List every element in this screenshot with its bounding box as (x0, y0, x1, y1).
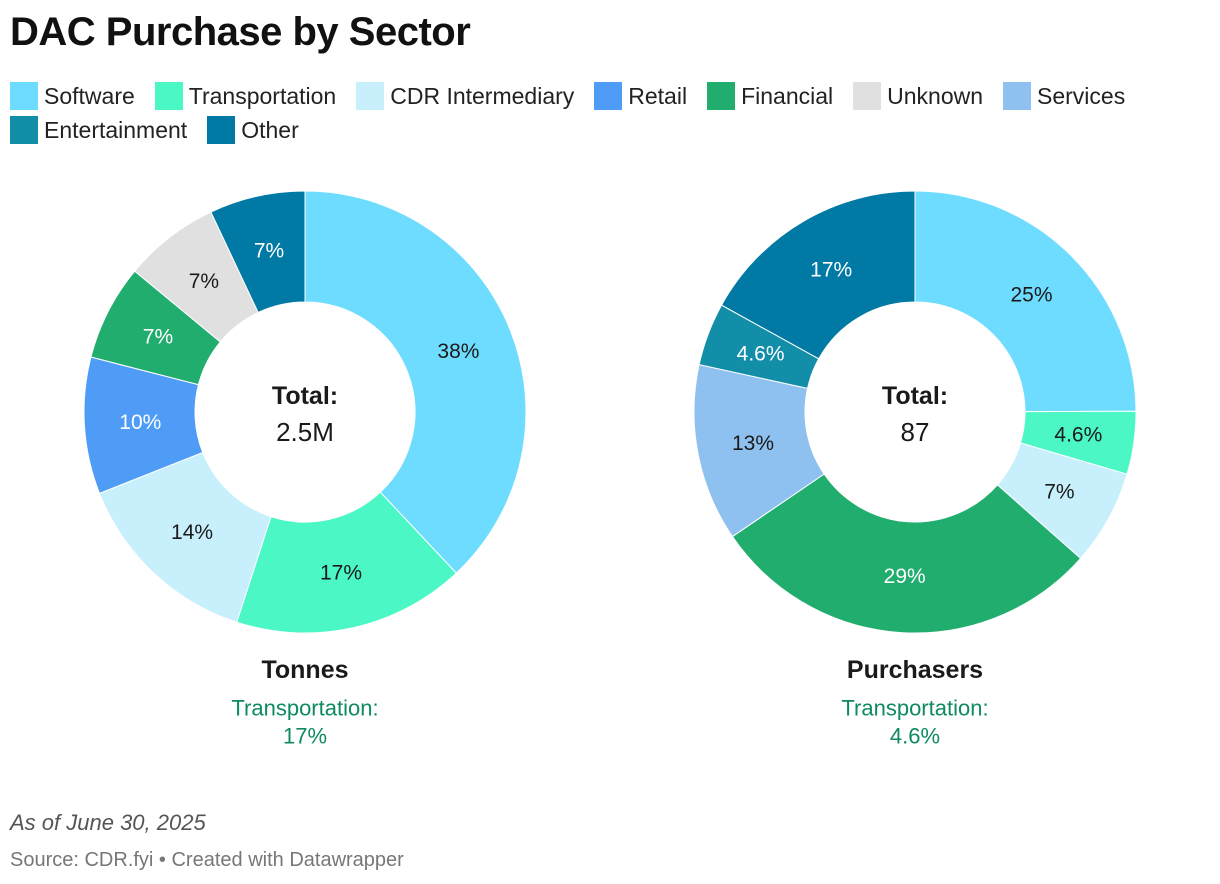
legend-label: Other (241, 116, 299, 143)
chart-subtitle: Purchasers (847, 656, 983, 684)
slice-other (210, 190, 306, 314)
legend-label: Transportation (188, 82, 337, 109)
legend-swatch (10, 116, 38, 144)
slice-label-software: 25% (1010, 284, 1052, 307)
legend-swatch (10, 82, 38, 110)
highlight-value: 17% (283, 724, 327, 749)
slice-transportation (236, 491, 457, 634)
slice-label-financial: 29% (884, 565, 926, 588)
slice-label-retail: 10% (119, 411, 161, 434)
legend-item-transportation: Transportation (154, 82, 337, 110)
chart-title: DAC Purchase by Sector (10, 10, 471, 54)
legend-item-unknown: Unknown (853, 82, 983, 110)
center-value: 87 (901, 417, 930, 447)
legend-label: Services (1037, 82, 1126, 109)
center-label: Total: (882, 382, 948, 410)
highlight-label: Transportation: (841, 696, 988, 721)
legend-label: Retail (628, 82, 688, 109)
legend-item-entertainment: Entertainment (10, 116, 187, 144)
legend-swatch (207, 116, 236, 144)
legend-label: Software (44, 82, 135, 109)
highlight-value: 4.6% (890, 724, 940, 749)
legend-item-financial: Financial (707, 82, 833, 110)
slice-label-cdr-intermediary: 7% (1044, 480, 1074, 503)
legend: Software Transportation CDR Intermediary Re… (10, 82, 1200, 144)
legend-swatch (707, 82, 736, 110)
legend-label: CDR Intermediary (390, 82, 575, 109)
legend-item-services: Services (1003, 82, 1125, 110)
slice-software (304, 190, 527, 574)
slice-software (914, 190, 1137, 413)
legend-item-cdr-intermediary: CDR Intermediary (356, 82, 574, 110)
legend-swatch (853, 82, 882, 110)
slice-label-other: 7% (254, 239, 284, 262)
slice-label-transportation: 17% (320, 562, 362, 585)
legend-swatch (154, 82, 183, 110)
source-credit: Source: CDR.fyi • Created with Datawrapp… (10, 849, 404, 871)
legend-label: Unknown (887, 82, 984, 109)
slice-label-software: 38% (437, 340, 479, 363)
donut-chart-purchasers: 25% 4.6% 7% 29% 13% 4.6% 17% Total: 87 Purchasers… (693, 190, 1137, 749)
slice-label-transportation: 4.6% (1054, 424, 1102, 447)
slice-label-financial: 7% (143, 326, 173, 349)
legend-label: Financial (741, 82, 834, 109)
slice-label-services: 13% (732, 432, 774, 455)
date-note: As of June 30, 2025 (10, 810, 206, 835)
legend-label: Entertainment (44, 116, 188, 143)
center-label: Total: (272, 382, 338, 410)
slice-label-cdr-intermediary: 14% (171, 521, 213, 544)
legend-item-other: Other (207, 116, 299, 144)
slice-financial (731, 473, 1082, 634)
legend-swatch (356, 82, 385, 110)
center-value: 2.5M (276, 417, 334, 447)
donut-chart-tonnes: 38% 17% 14% 10% 7% 7% 7% Total: 2.5M Tonnes Transp… (83, 190, 527, 749)
slice-label-unknown: 7% (189, 270, 219, 293)
legend-swatch (1003, 82, 1032, 110)
legend-item-software: Software (10, 82, 135, 110)
slice-label-entertainment: 4.6% (737, 342, 785, 365)
legend-swatch (594, 82, 623, 110)
chart-subtitle: Tonnes (261, 656, 348, 684)
slice-label-other: 17% (810, 258, 852, 281)
highlight-label: Transportation: (231, 696, 378, 721)
slice-other (720, 190, 916, 360)
legend-item-retail: Retail (594, 82, 687, 110)
